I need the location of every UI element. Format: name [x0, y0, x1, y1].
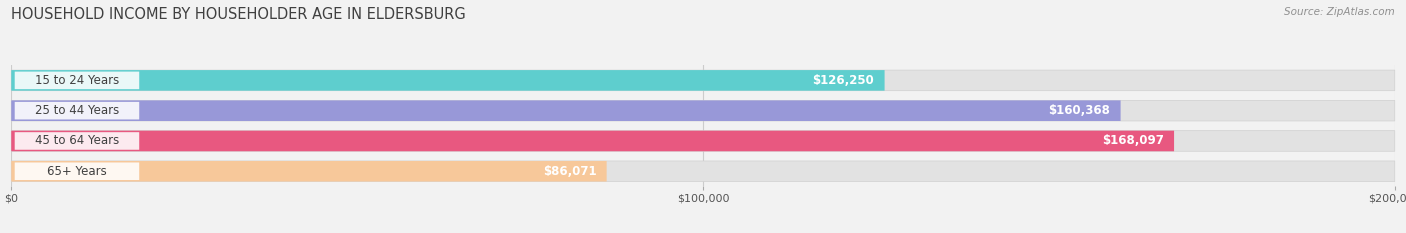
FancyBboxPatch shape	[14, 72, 139, 89]
FancyBboxPatch shape	[14, 102, 139, 120]
FancyBboxPatch shape	[11, 100, 1121, 121]
Text: $168,097: $168,097	[1102, 134, 1164, 147]
Text: $126,250: $126,250	[813, 74, 875, 87]
FancyBboxPatch shape	[14, 162, 139, 180]
FancyBboxPatch shape	[14, 132, 139, 150]
FancyBboxPatch shape	[11, 161, 606, 182]
FancyBboxPatch shape	[11, 131, 1395, 151]
Text: Source: ZipAtlas.com: Source: ZipAtlas.com	[1284, 7, 1395, 17]
Text: $86,071: $86,071	[543, 165, 596, 178]
FancyBboxPatch shape	[11, 161, 1395, 182]
Text: 25 to 44 Years: 25 to 44 Years	[35, 104, 120, 117]
Text: 65+ Years: 65+ Years	[46, 165, 107, 178]
Text: $160,368: $160,368	[1049, 104, 1111, 117]
Text: HOUSEHOLD INCOME BY HOUSEHOLDER AGE IN ELDERSBURG: HOUSEHOLD INCOME BY HOUSEHOLDER AGE IN E…	[11, 7, 465, 22]
Text: 15 to 24 Years: 15 to 24 Years	[35, 74, 120, 87]
FancyBboxPatch shape	[11, 70, 884, 91]
FancyBboxPatch shape	[11, 100, 1395, 121]
FancyBboxPatch shape	[11, 70, 1395, 91]
Text: 45 to 64 Years: 45 to 64 Years	[35, 134, 120, 147]
FancyBboxPatch shape	[11, 131, 1174, 151]
